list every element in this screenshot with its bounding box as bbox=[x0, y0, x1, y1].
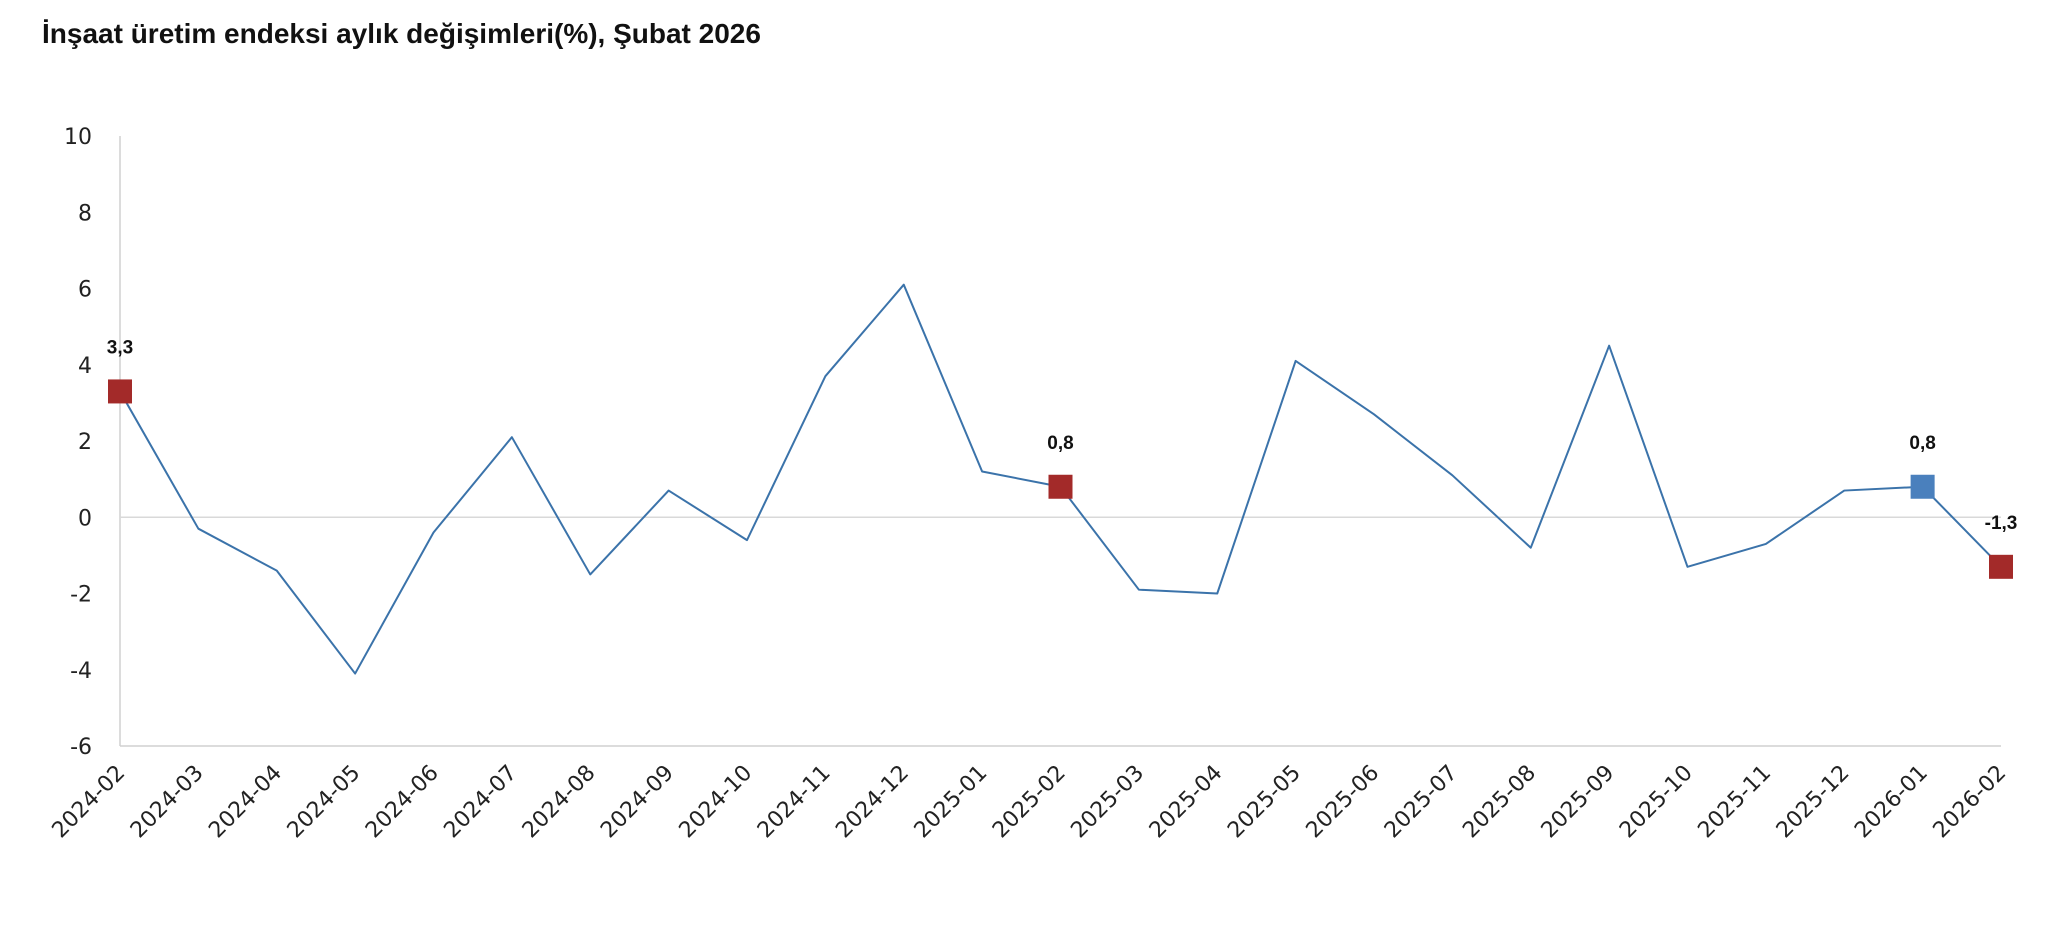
x-tick-label: 2025-06 bbox=[1302, 761, 1385, 844]
x-tick-label: 2024-08 bbox=[518, 761, 601, 844]
x-tick-labels: 2024-022024-032024-042024-052024-062024-… bbox=[48, 761, 2012, 844]
data-label: 0,8 bbox=[1047, 433, 1073, 454]
x-tick-label: 2024-04 bbox=[204, 761, 287, 844]
y-tick-label: 8 bbox=[78, 201, 92, 226]
y-tick-label: -4 bbox=[70, 659, 92, 684]
y-tick-label: 10 bbox=[64, 125, 92, 150]
y-tick-label: 2 bbox=[78, 430, 92, 455]
data-label: -1,3 bbox=[1985, 513, 2018, 534]
x-tick-label: 2025-08 bbox=[1458, 761, 1541, 844]
x-tick-label: 2025-11 bbox=[1693, 761, 1776, 844]
x-tick-label: 2025-12 bbox=[1772, 761, 1855, 844]
x-tick-label: 2024-11 bbox=[753, 761, 836, 844]
y-tick-label: 6 bbox=[78, 278, 92, 303]
highlight-marker bbox=[1048, 474, 1073, 499]
axes bbox=[119, 136, 2001, 747]
x-tick-label: 2025-07 bbox=[1380, 761, 1463, 844]
x-tick-label: 2025-01 bbox=[910, 761, 993, 844]
x-tick-label: 2024-10 bbox=[675, 761, 758, 844]
highlight-marker bbox=[108, 379, 132, 404]
highlight-marker bbox=[1989, 554, 2013, 579]
x-tick-label: 2024-09 bbox=[596, 761, 679, 844]
x-tick-label: 2024-12 bbox=[831, 761, 914, 844]
x-tick-label: 2024-05 bbox=[283, 761, 366, 844]
highlight-markers bbox=[108, 379, 2013, 579]
x-tick-label: 2025-05 bbox=[1223, 761, 1306, 844]
data-labels: 3,3 0,8 0,8 -1,3 bbox=[107, 337, 2018, 533]
x-tick-label: 2025-02 bbox=[988, 761, 1071, 844]
data-label: 0,8 bbox=[1909, 433, 1935, 454]
x-tick-label: 2024-03 bbox=[126, 761, 209, 844]
data-label: 3,3 bbox=[107, 337, 133, 358]
y-tick-label: -2 bbox=[70, 583, 92, 608]
y-tick-label: 4 bbox=[78, 354, 92, 379]
x-tick-label: 2025-09 bbox=[1537, 761, 1620, 844]
highlight-marker bbox=[1910, 474, 1935, 499]
x-tick-label: 2025-10 bbox=[1615, 761, 1698, 844]
y-tick-label: -6 bbox=[70, 735, 92, 760]
x-tick-label: 2026-01 bbox=[1850, 761, 1933, 844]
x-tick-label: 2024-06 bbox=[361, 761, 444, 844]
chart-title: İnşaat üretim endeksi aylık değişimleri(… bbox=[42, 18, 761, 49]
x-tick-label: 2026-02 bbox=[1929, 761, 2012, 844]
x-tick-label: 2024-02 bbox=[48, 761, 131, 844]
y-tick-labels: 10 8 6 4 2 0 -2 -4 -6 bbox=[64, 125, 92, 760]
x-tick-label: 2024-07 bbox=[439, 761, 522, 844]
y-tick-label: 0 bbox=[78, 506, 92, 531]
x-tick-label: 2025-03 bbox=[1066, 761, 1149, 844]
x-tick-label: 2025-04 bbox=[1145, 761, 1228, 844]
